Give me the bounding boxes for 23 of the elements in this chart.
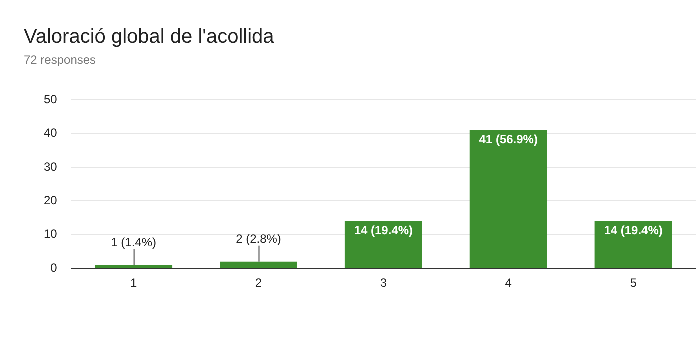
x-tick-label: 4 — [505, 276, 512, 290]
chart-subtitle: 72 responses — [24, 53, 96, 67]
x-tick-label: 1 — [130, 276, 138, 290]
data-label: 14 (19.4%) — [604, 224, 663, 238]
y-tick-label: 10 — [44, 227, 58, 242]
x-tick-label: 3 — [380, 276, 388, 290]
bar — [344, 221, 422, 268]
data-label: 41 (56.9%) — [479, 132, 538, 147]
x-tick-label: 5 — [630, 276, 638, 290]
chart-title: Valoració global de l'acollida — [24, 26, 274, 49]
bar — [220, 262, 298, 268]
data-label: 2 (2.8%) — [236, 232, 282, 246]
y-tick-label: 0 — [50, 260, 58, 275]
y-tick-label: 30 — [44, 160, 58, 174]
bar — [594, 221, 672, 268]
data-label: 1 (1.4%) — [111, 236, 156, 250]
bar — [470, 130, 548, 268]
bar — [95, 265, 173, 268]
x-tick-label: 2 — [255, 276, 262, 290]
y-tick-label: 50 — [44, 92, 58, 106]
y-tick-label: 40 — [44, 126, 58, 140]
y-tick-label: 20 — [44, 193, 58, 208]
data-label: 14 (19.4%) — [354, 224, 414, 238]
